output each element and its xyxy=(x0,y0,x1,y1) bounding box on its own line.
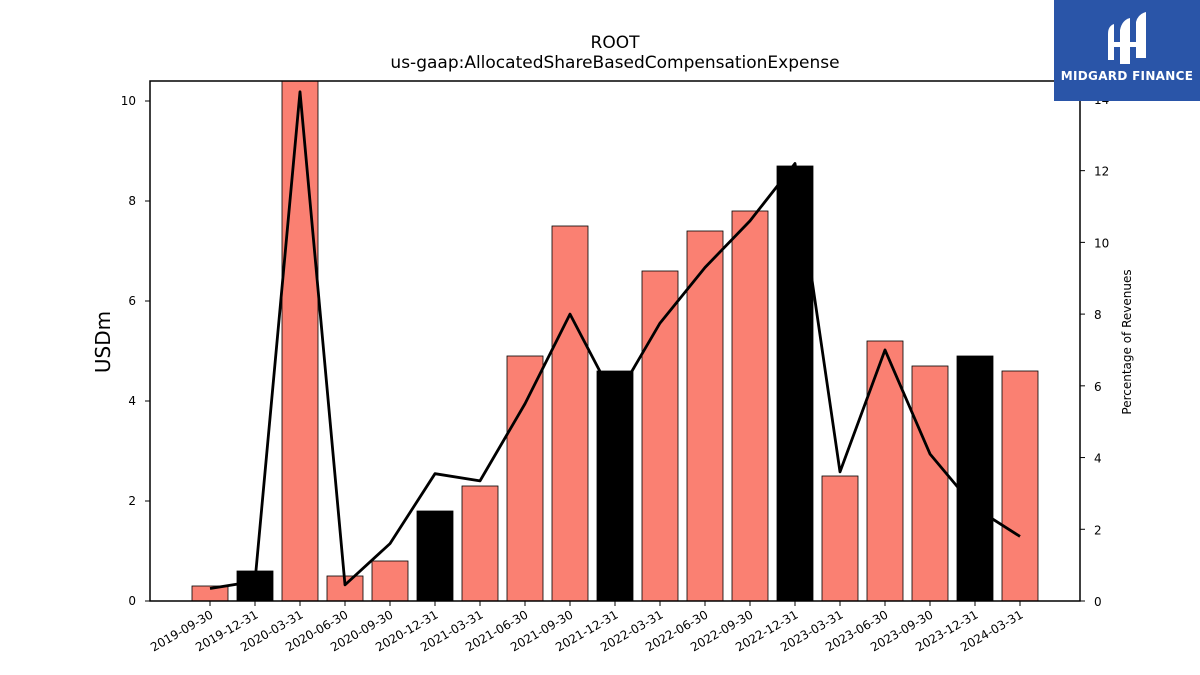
bar-2022-09-30 xyxy=(731,210,769,602)
bar-2022-06-30 xyxy=(686,230,724,602)
y-tick-label-left: 0 xyxy=(128,594,136,608)
bar-2021-09-30 xyxy=(551,225,589,602)
logo-text: MIDGARD FINANCE xyxy=(1060,69,1194,83)
bar-2020-03-31 xyxy=(281,80,319,602)
percentage-line xyxy=(209,90,1021,590)
bar-2023-09-30 xyxy=(911,365,949,602)
bar-2021-12-31 xyxy=(596,370,634,602)
y-tick-label-right: 2 xyxy=(1094,523,1102,537)
y-tick-label-right: 0 xyxy=(1094,595,1102,609)
y-tick-label-left: 8 xyxy=(128,194,136,208)
y-tick-label-right: 12 xyxy=(1094,165,1109,179)
y-tick-label-left: 4 xyxy=(128,394,136,408)
brand-logo: MIDGARD FINANCE xyxy=(1054,0,1200,101)
y-tick-label-right: 8 xyxy=(1094,308,1102,322)
y-tick-label-left: 2 xyxy=(128,494,136,508)
y-tick-label-right: 4 xyxy=(1094,452,1102,466)
y-axis-label-left: USDm xyxy=(91,311,115,373)
plot-frame xyxy=(149,80,1081,602)
bar-2023-12-31 xyxy=(956,355,994,602)
bar-2020-09-30 xyxy=(371,560,409,602)
bar-2022-12-31 xyxy=(776,165,814,602)
y-axis-label-right: Percentage of Revenues xyxy=(1120,269,1134,414)
y-tick-label-left: 10 xyxy=(121,94,136,108)
y-tick-label-right: 6 xyxy=(1094,380,1102,394)
bar-2021-06-30 xyxy=(506,355,544,602)
bar-2022-03-31 xyxy=(641,270,679,602)
y-tick-label-right: 10 xyxy=(1094,236,1109,250)
bar-2020-12-31 xyxy=(416,510,454,602)
chart-title: ROOT xyxy=(591,33,641,53)
bar-2024-03-31 xyxy=(1001,370,1039,602)
y-tick-label-left: 6 xyxy=(128,294,136,308)
bar-2021-03-31 xyxy=(461,485,499,602)
logo-mark-icon xyxy=(1108,12,1146,64)
bar-2023-03-31 xyxy=(821,475,859,602)
chart-subtitle: us-gaap:AllocatedShareBasedCompensationE… xyxy=(390,53,839,73)
